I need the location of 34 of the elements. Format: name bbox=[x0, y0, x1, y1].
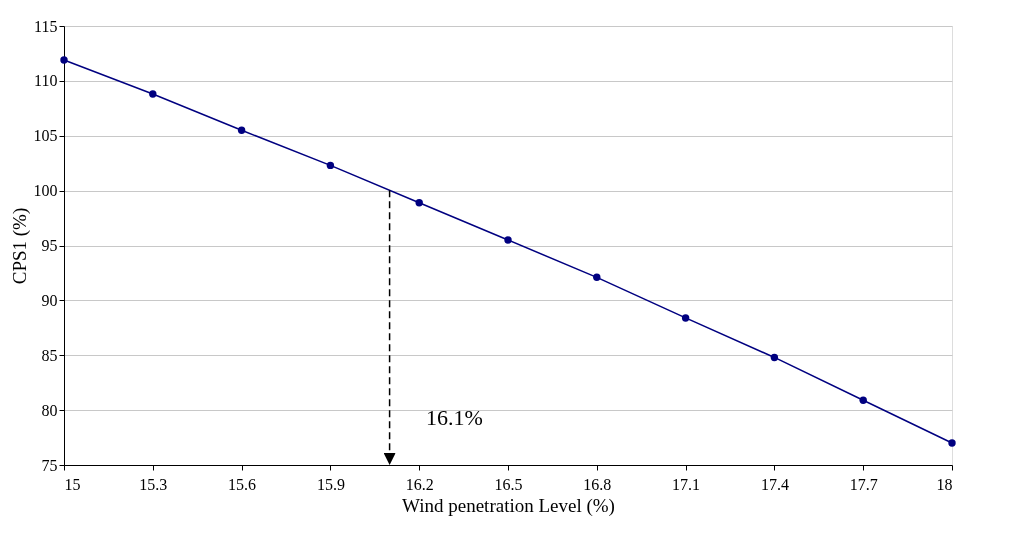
y-axis-title: CPS1 (%) bbox=[8, 207, 31, 285]
y-tick-label: 115 bbox=[34, 17, 58, 35]
x-tick-label: 15 bbox=[64, 475, 81, 493]
point bbox=[770, 353, 779, 362]
point bbox=[948, 439, 956, 447]
point bbox=[504, 236, 512, 244]
point bbox=[681, 314, 690, 322]
y-tick-label: 85 bbox=[41, 346, 58, 364]
point bbox=[237, 126, 246, 134]
x-tick-label: 16.2 bbox=[405, 475, 434, 493]
y-tick-label: 110 bbox=[34, 72, 58, 90]
x-tick-label: 17.7 bbox=[849, 475, 878, 493]
point bbox=[593, 273, 601, 282]
point bbox=[415, 199, 423, 207]
x-tick-label: 17.1 bbox=[672, 475, 701, 493]
y-tick-label: 100 bbox=[33, 182, 58, 200]
y-tick-label: 95 bbox=[41, 237, 58, 254]
y-tick-label: 80 bbox=[41, 401, 58, 419]
x-tick-label: 16.8 bbox=[583, 475, 612, 493]
x-tick-label: 17.4 bbox=[760, 475, 789, 493]
x-tick-label: 15.9 bbox=[316, 475, 345, 493]
y-tick-label: 105 bbox=[33, 127, 58, 145]
point bbox=[149, 90, 157, 98]
annotation: 16.1% bbox=[426, 405, 483, 430]
x-tick-label: 18 bbox=[936, 475, 953, 493]
y-tick-label: 75 bbox=[41, 456, 58, 474]
x-tick-label: 15.3 bbox=[139, 475, 168, 493]
y-tick-label: 90 bbox=[41, 291, 58, 309]
x-tick-label: 15.6 bbox=[228, 475, 257, 493]
point bbox=[859, 396, 867, 404]
point bbox=[60, 56, 68, 64]
x-axis-title: Wind penetration Level (%) bbox=[402, 494, 615, 517]
point bbox=[326, 161, 335, 170]
x-tick-label: 16.5 bbox=[494, 475, 523, 493]
